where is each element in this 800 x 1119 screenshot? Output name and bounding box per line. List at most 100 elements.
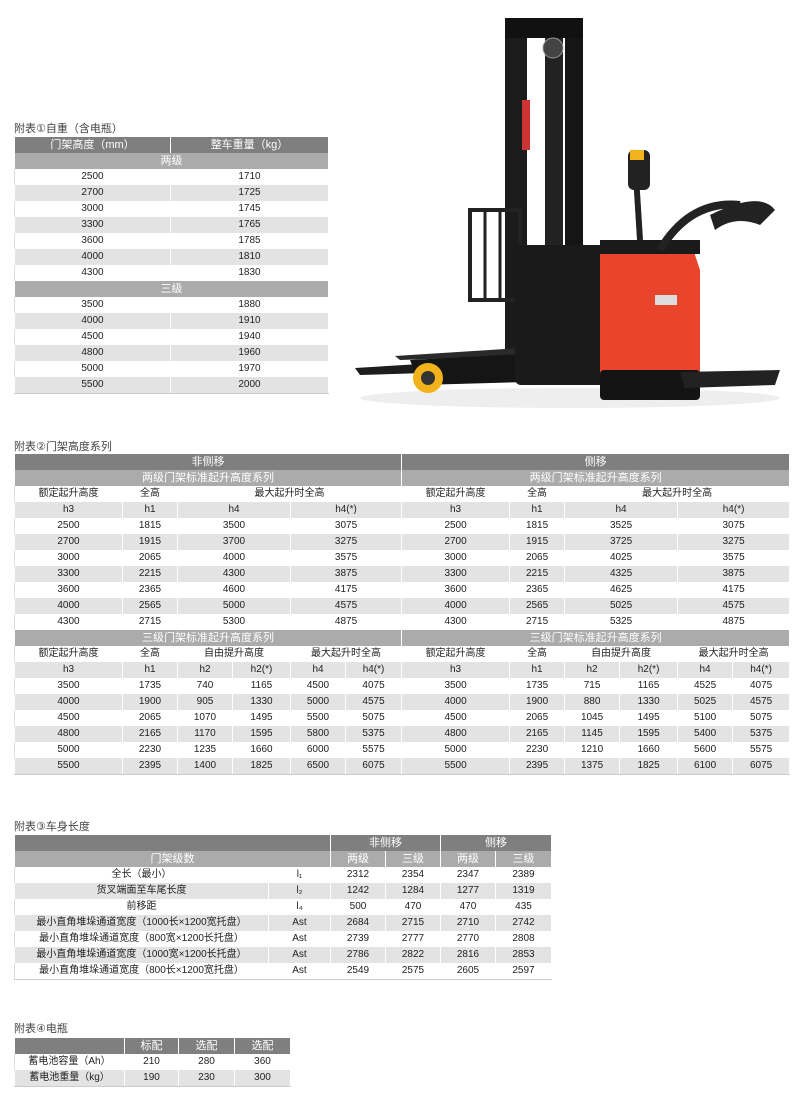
- series-title: 两级门架标准起升高度系列: [401, 470, 791, 486]
- table-cell: 4575: [677, 598, 791, 614]
- row-label: 最小直角堆垛通道宽度（1000宽×1200长托盘）: [14, 947, 269, 963]
- row-symbol: Ast: [268, 947, 331, 963]
- table-row: 全长（最小） l₁ 2312 2354 2347 2389: [14, 867, 552, 883]
- table-cell: 5325: [564, 614, 679, 630]
- column-header: 全高: [509, 486, 566, 502]
- table-row: 5000 2230 1235 1660 6000 5575 5000 2230 1210 1660…: [14, 742, 791, 758]
- table-cell: 4075: [732, 678, 791, 694]
- mast-height-table: 非侧移 侧移 两级门架标准起升高度系列 两级门架标准起升高度系列 额定起升高度 全高 最大起…: [13, 454, 791, 775]
- column-header: 全高: [122, 646, 178, 662]
- table-cell: 3500: [14, 297, 171, 313]
- table-row: 2700 1915 3700 3275 2700 1915 3725 3275: [14, 534, 791, 550]
- table-cell: 4000: [14, 249, 171, 265]
- table-cell: 5500: [290, 710, 346, 726]
- header-row: 额定起升高度 全高 最大起升时全高 额定起升高度 全高 最大起升时全高: [14, 486, 791, 502]
- table-cell: 三级: [385, 851, 441, 867]
- group-header: 两级: [14, 153, 329, 169]
- table-row: 3500 1735 740 1165 4500 4075 3500 1735 715 1165 45…: [14, 678, 791, 694]
- table-cell: 4000: [401, 598, 511, 614]
- table-cell: h4: [290, 662, 346, 678]
- table-row: 3300 2215 4300 3875 3300 2215 4325 3875: [14, 566, 791, 582]
- column-header: 门架高度（mm）: [14, 137, 171, 153]
- column-header: 选配: [234, 1038, 291, 1054]
- table-cell: 1330: [232, 694, 291, 710]
- battery-table: 标配 选配 选配 蓄电池容量（Ah） 210 280 360 蓄电池重量（kg） 190 230 3…: [14, 1038, 291, 1087]
- table-cell: 2822: [385, 947, 441, 963]
- table-cell: h1: [509, 502, 566, 518]
- table-cell: 2000: [170, 377, 329, 394]
- table-cell: 1284: [385, 883, 441, 899]
- table-cell: 2808: [495, 931, 552, 947]
- row-symbol: Ast: [268, 931, 331, 947]
- group-header: 三级: [14, 281, 329, 297]
- table1-caption: 附表①自重（含电瓶）: [14, 123, 123, 135]
- table-row: 4800 1960: [14, 345, 329, 361]
- table-cell: 3275: [289, 534, 403, 550]
- table-cell: 2700: [14, 534, 123, 550]
- table-cell: 2165: [509, 726, 566, 742]
- table-cell: 1595: [232, 726, 291, 742]
- column-header: 额定起升高度: [401, 486, 511, 502]
- subheader-row: h3 h1 h4 h4(*) h3 h1 h4 h4(*): [14, 502, 791, 518]
- table4-caption: 附表④电瓶: [14, 1023, 68, 1035]
- table-cell: 4000: [14, 313, 171, 329]
- table-row: 2700 1725: [14, 185, 329, 201]
- row-label: 最小直角堆垛通道宽度（800宽×1200长托盘）: [14, 931, 269, 947]
- column-header: 自由提升高度: [564, 646, 679, 662]
- table-cell: 3500: [14, 678, 123, 694]
- table-cell: h3: [401, 662, 511, 678]
- table-cell: 4500: [290, 678, 346, 694]
- table-cell: 2575: [385, 963, 441, 980]
- table-cell: 1815: [509, 518, 566, 534]
- row-label: 前移距: [14, 899, 269, 915]
- table-cell: h4: [177, 502, 291, 518]
- table-cell: 2742: [495, 915, 552, 931]
- row-label: 蓄电池重量（kg）: [14, 1070, 125, 1087]
- group-row: 三级: [14, 281, 329, 297]
- group-row: 三级门架标准起升高度系列 三级门架标准起升高度系列: [13, 630, 791, 646]
- table-cell: 4500: [401, 710, 511, 726]
- table-cell: 1825: [619, 758, 679, 775]
- table-cell: 360: [234, 1054, 291, 1070]
- series-title: 两级门架标准起升高度系列: [13, 470, 403, 486]
- table-cell: 1235: [177, 742, 233, 758]
- table-cell: 5500: [401, 758, 511, 775]
- table-cell: 5375: [344, 726, 403, 742]
- table-cell: 2230: [509, 742, 566, 758]
- table-cell: 5500: [14, 758, 123, 775]
- series-title: 三级门架标准起升高度系列: [13, 630, 403, 646]
- table-cell: 1595: [619, 726, 679, 742]
- table-cell: 1785: [170, 233, 329, 249]
- table-row: 4000 2565 5000 4575 4000 2565 5025 4575: [14, 598, 791, 614]
- table-cell: 4500: [14, 329, 171, 345]
- column-header: 额定起升高度: [14, 646, 123, 662]
- column-header: 全高: [509, 646, 566, 662]
- table-cell: 5000: [401, 742, 511, 758]
- group-row: 两级: [14, 153, 329, 169]
- table-cell: 2354: [385, 867, 441, 883]
- table-cell: 2605: [440, 963, 496, 980]
- table-cell: h2: [564, 662, 621, 678]
- table-cell: 1915: [122, 534, 178, 550]
- table-cell: 1765: [170, 217, 329, 233]
- table-cell: 2500: [401, 518, 511, 534]
- table-cell: h4: [564, 502, 679, 518]
- table-cell: 2065: [122, 550, 178, 566]
- group-header: 非侧移: [330, 835, 441, 851]
- table-cell: 5600: [677, 742, 734, 758]
- table-cell: 4000: [401, 694, 511, 710]
- table-row: 3600 2365 4600 4175 3600 2365 4625 4175: [14, 582, 791, 598]
- table-cell: h3: [14, 662, 123, 678]
- table-cell: 500: [330, 899, 386, 915]
- table-cell: h1: [122, 502, 178, 518]
- table-cell: 三级: [495, 851, 552, 867]
- table-cell: 2500: [14, 169, 171, 185]
- table-cell: 2710: [440, 915, 496, 931]
- table-cell: 190: [124, 1070, 179, 1087]
- table-cell: 3300: [14, 217, 171, 233]
- table-cell: 2215: [122, 566, 178, 582]
- row-symbol: l₄: [268, 899, 331, 915]
- table-cell: 4300: [14, 614, 123, 630]
- table-cell: 1970: [170, 361, 329, 377]
- table-cell: 210: [124, 1054, 179, 1070]
